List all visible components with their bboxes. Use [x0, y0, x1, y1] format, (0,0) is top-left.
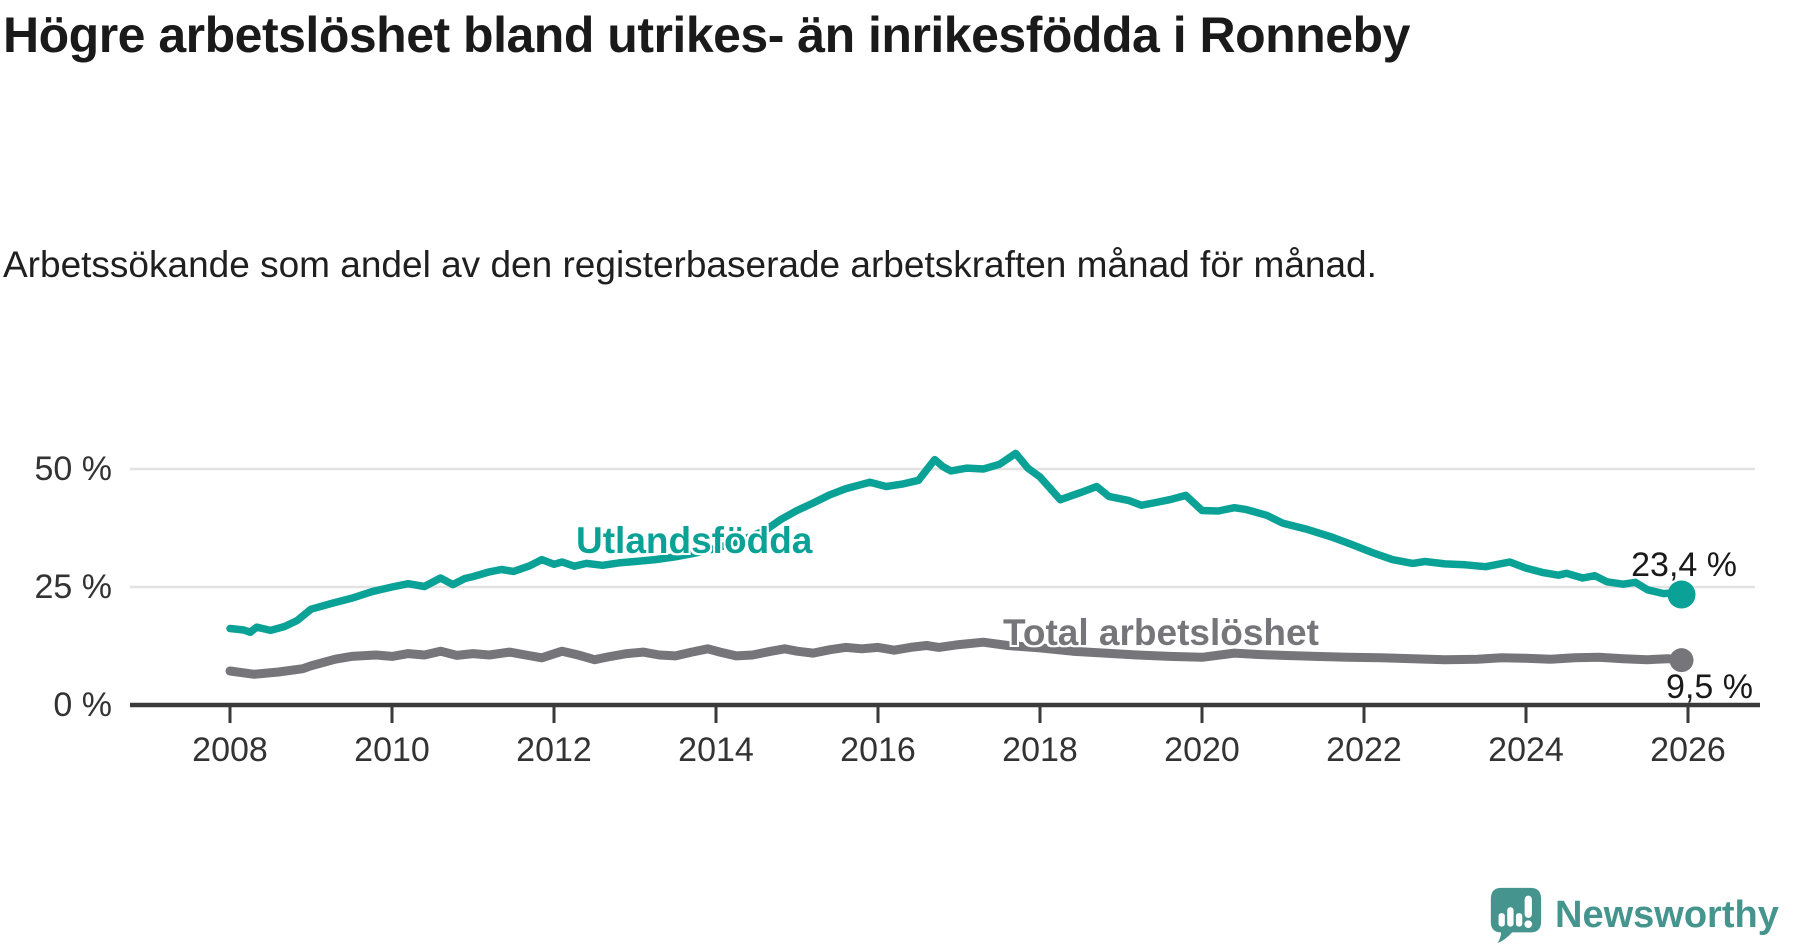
series-label-total-arbetsloshet: Total arbetslöshet: [1003, 612, 1319, 653]
page-title: Högre arbetslöshet bland utrikes- än inr…: [3, 7, 1410, 63]
series-label-utlandsfodda: Utlandsfödda: [576, 520, 813, 561]
x-axis-tick-label-2026: 2026: [1650, 731, 1726, 769]
newsworthy-speech-bubble-chart-icon: [1490, 887, 1542, 944]
x-axis-tick-label-2008: 2008: [192, 731, 268, 769]
x-axis-tick-label-2012: 2012: [516, 731, 592, 769]
x-axis-tick-label-2016: 2016: [840, 731, 916, 769]
end-value-label-total: 9,5 %: [1666, 668, 1753, 706]
end-dot-total: [1669, 648, 1694, 673]
brand-name: Newsworthy: [1555, 893, 1779, 936]
x-axis-tick-label-2010: 2010: [354, 731, 430, 769]
x-axis-tick-label-2020: 2020: [1164, 731, 1240, 769]
x-axis-tick-label-2024: 2024: [1488, 731, 1564, 769]
y-axis-tick-label-50: 50 %: [34, 450, 113, 488]
x-axis-tick-label-2022: 2022: [1326, 731, 1402, 769]
y-axis-tick-label-25: 25 %: [34, 568, 113, 606]
x-axis-tick-label-2014: 2014: [678, 731, 754, 769]
x-axis-tick-label-2018: 2018: [1002, 731, 1078, 769]
end-dot-utlandsfodda: [1667, 580, 1696, 609]
end-value-label-utlandsfodda: 23,4 %: [1631, 546, 1737, 584]
line-total: [225, 637, 1686, 679]
y-axis-tick-label-0: 0 %: [53, 686, 112, 724]
page-subtitle: Arbetssökande som andel av den registerb…: [3, 244, 1377, 285]
line-utlandsfodda: [226, 449, 1686, 637]
newsworthy-logo: Newsworthy: [1486, 885, 1779, 945]
